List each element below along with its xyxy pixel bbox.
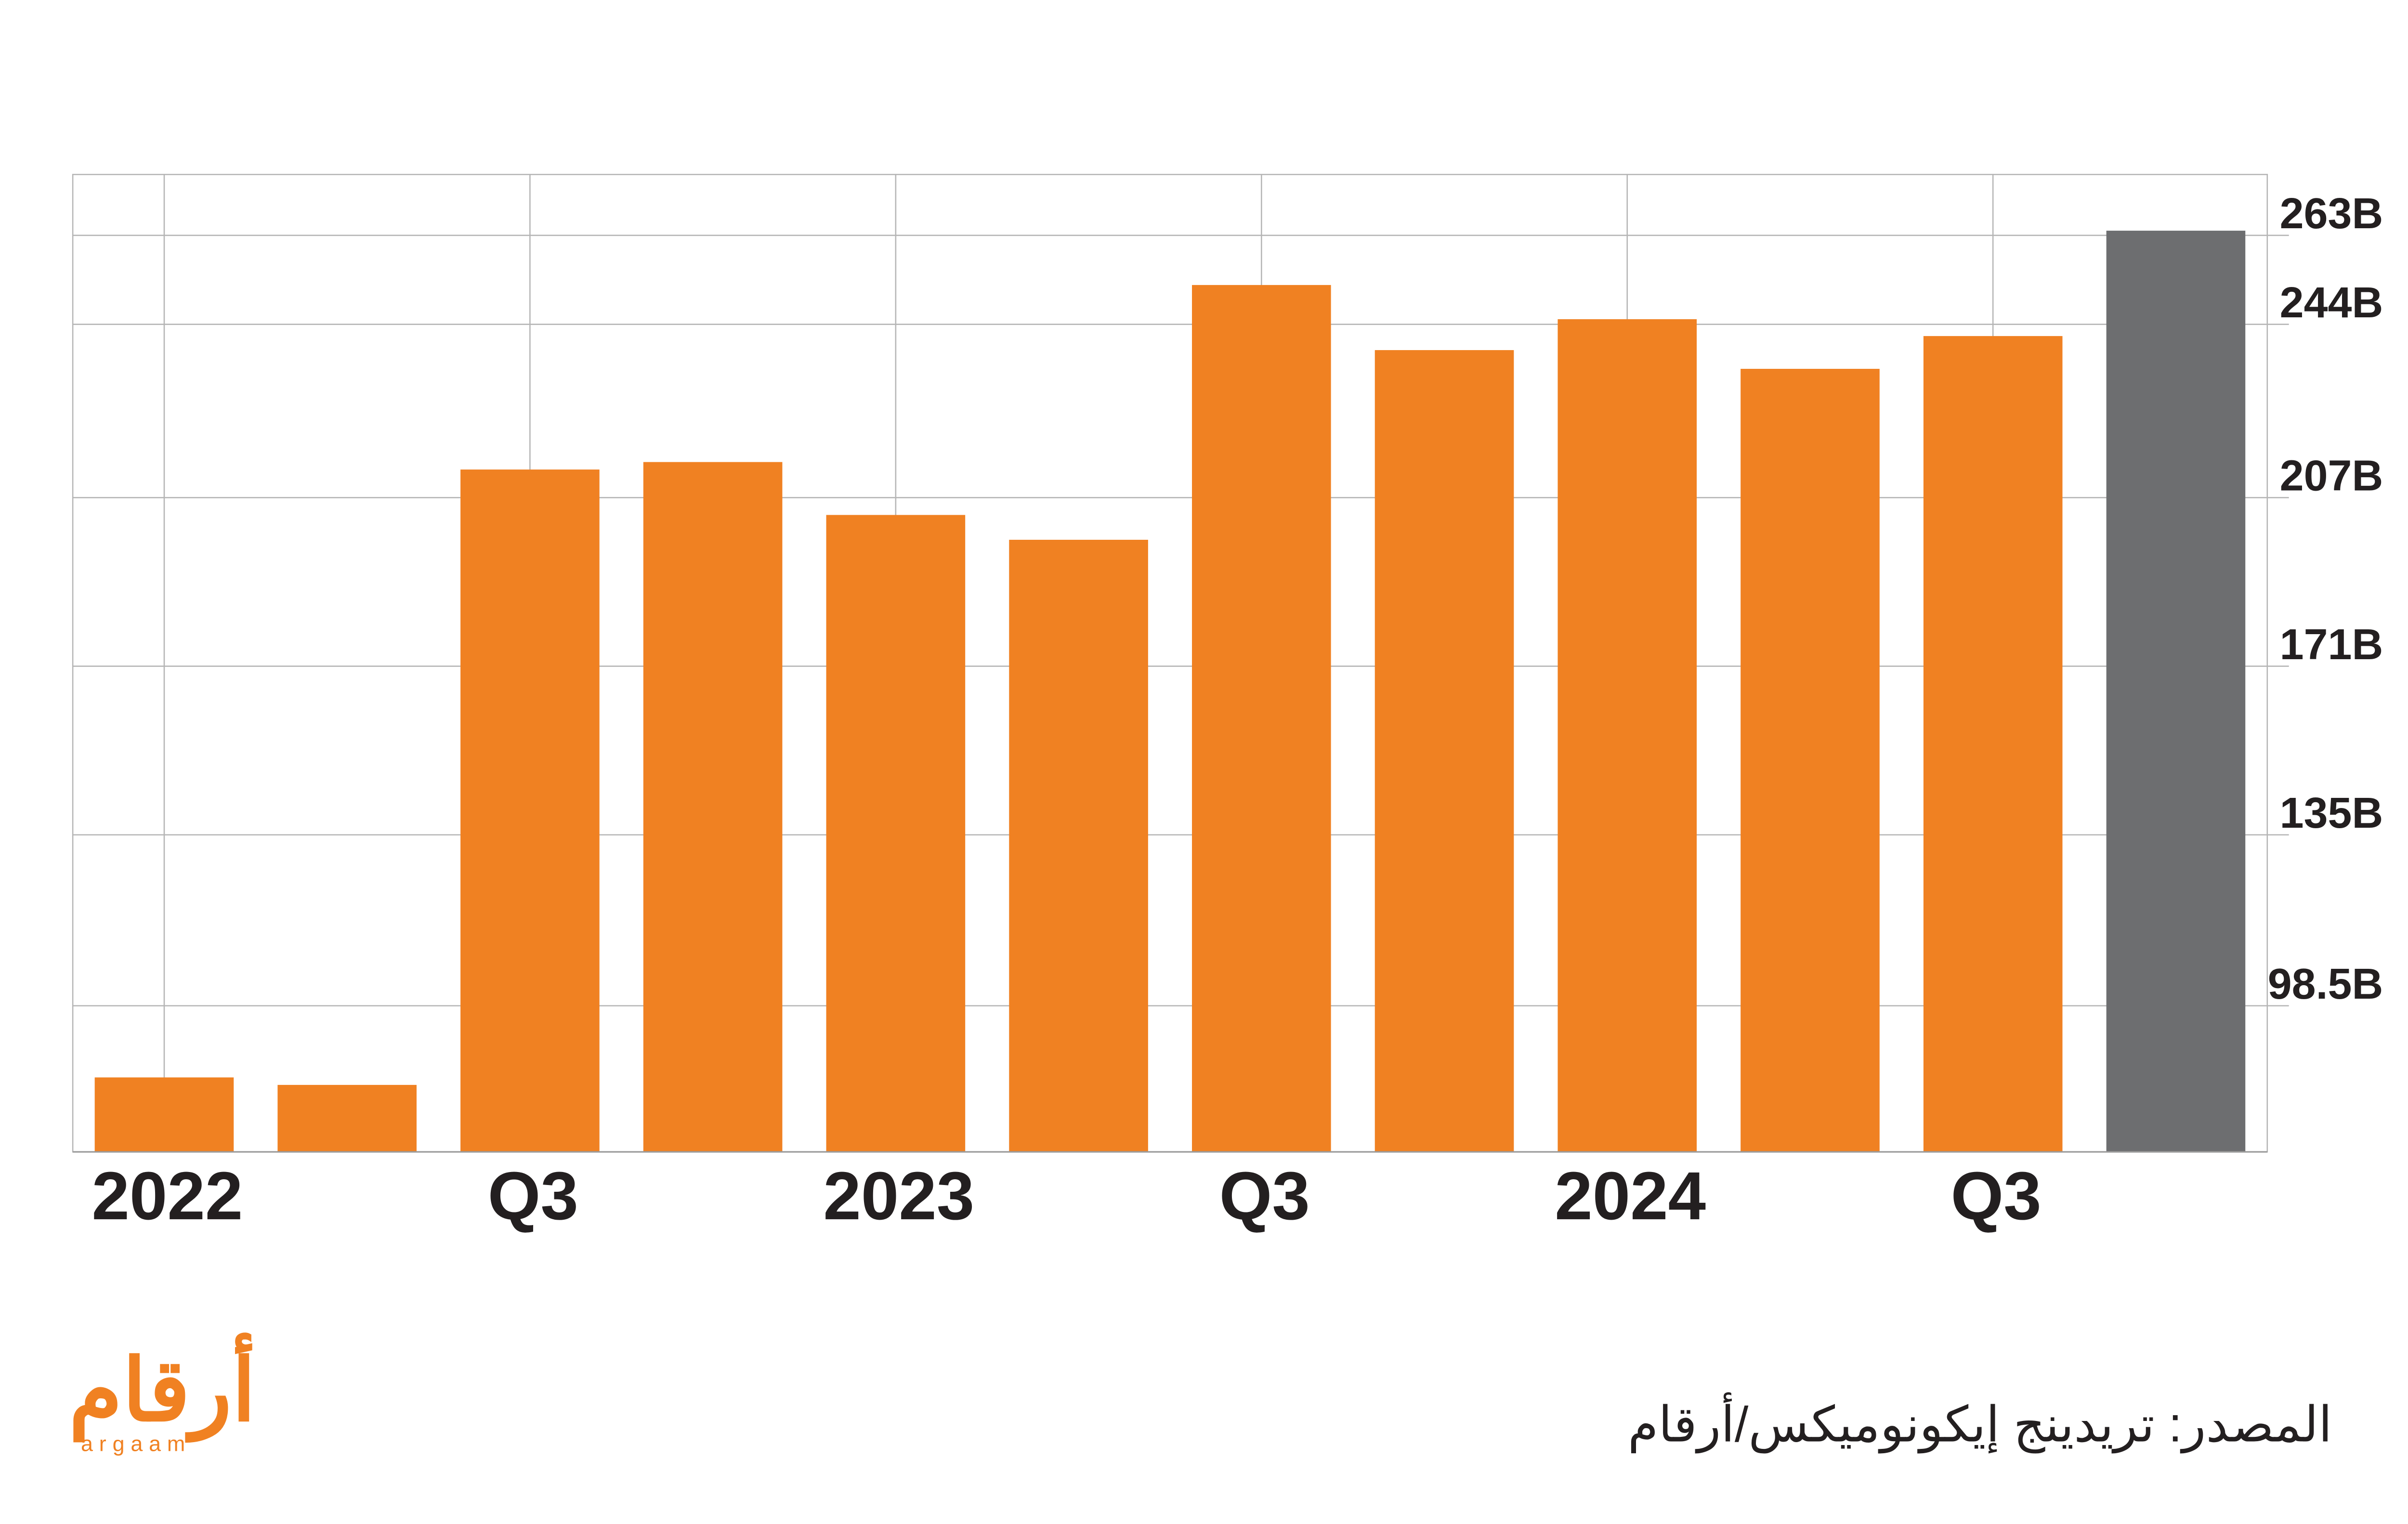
y-tick-label: 98.5B: [2268, 960, 2383, 1008]
bar: [1923, 336, 2063, 1152]
y-tick-label: 171B: [2280, 621, 2383, 669]
logo-latin: argaam: [81, 1431, 191, 1456]
y-tick-label: 244B: [2280, 279, 2383, 327]
bar: [1374, 350, 1514, 1152]
bar: [643, 462, 783, 1152]
x-tick-label: 2022: [92, 1158, 243, 1234]
bar: [826, 515, 966, 1152]
bar: [94, 1077, 234, 1152]
logo-arabic: أرقام: [69, 1332, 256, 1443]
x-tick-label: 2023: [823, 1158, 974, 1234]
x-tick-label: Q3: [1951, 1158, 2042, 1234]
bar: [460, 469, 600, 1152]
source: المصدر: تريدينج إيكونوميكس/أرقام: [1628, 1391, 2332, 1454]
bar: [1557, 319, 1697, 1152]
bar: [2106, 231, 2246, 1152]
bar: [1192, 285, 1331, 1152]
x-tick-label: Q3: [488, 1158, 578, 1234]
bar: [1741, 368, 1880, 1152]
bar: [1009, 539, 1148, 1152]
bar: [277, 1085, 417, 1152]
y-tick-label: 263B: [2280, 190, 2383, 238]
x-tick-label: 2024: [1555, 1158, 1706, 1234]
y-tick-label: 135B: [2280, 789, 2383, 837]
y-tick-label: 207B: [2280, 452, 2383, 500]
x-tick-label: Q3: [1219, 1158, 1310, 1234]
